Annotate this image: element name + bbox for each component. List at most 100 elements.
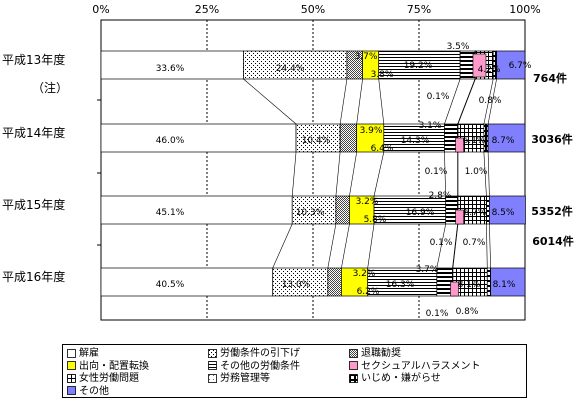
data-label: 0.8% [479, 96, 502, 106]
legend-swatch [67, 386, 76, 395]
series-connector [457, 78, 476, 125]
bar-segment [367, 267, 438, 297]
legend-swatch [67, 361, 76, 370]
data-label: 14.3% [401, 136, 430, 146]
series-connector [327, 223, 337, 269]
legend-swatch [208, 348, 217, 358]
legend-item: 出向・配置転換 [67, 361, 149, 373]
data-label: 8.5% [492, 208, 515, 218]
data-label: 6.4% [371, 144, 394, 154]
data-label: 2.8% [429, 191, 452, 201]
data-label: 0.1% [430, 238, 453, 248]
data-label: 6.7% [509, 61, 532, 71]
bar-segment [487, 123, 526, 153]
series-connector [487, 151, 490, 197]
series-connector [486, 223, 488, 269]
bar-segment [486, 195, 490, 225]
data-label: 8.7% [492, 136, 515, 146]
series-connector [291, 151, 297, 197]
chart-legend: 解雇 労働条件の引下げ 退職勧奨 出向・配置転換 その他の労働条件 セクシュアルハラスメン… [62, 344, 527, 398]
data-label: 0.1% [425, 167, 448, 177]
data-label: 0.7% [463, 238, 486, 248]
bar-segment [100, 195, 293, 225]
legend-swatch [208, 361, 217, 370]
legend-swatch [208, 373, 217, 383]
legend-swatch [349, 361, 358, 370]
x-tick-label: 25% [195, 3, 219, 16]
data-label: 45.1% [156, 208, 185, 218]
data-label: 16.3% [386, 280, 415, 290]
data-label: 3.7% [416, 265, 439, 275]
data-label: 3.7% [355, 52, 378, 62]
data-label: 3.2% [353, 269, 376, 279]
legend-label: セクシュアルハラスメント [361, 360, 481, 372]
data-label: 1.0% [465, 167, 488, 177]
bar-segment [100, 267, 274, 297]
bar-segment [356, 123, 385, 153]
legend-swatch [67, 348, 76, 358]
count-label: 5352件 [531, 204, 573, 218]
legend-item: セクシュアルハラスメント [349, 361, 481, 373]
series-connector [457, 78, 476, 125]
legend-label: 労務管理等 [220, 373, 270, 384]
category-sublabel: （注） [32, 80, 68, 95]
data-label: 0.8% [456, 307, 479, 317]
bar-segment [335, 195, 350, 225]
data-label: 6.1% [463, 136, 486, 146]
bar-segment [373, 195, 447, 225]
data-label: 4.2% [478, 65, 501, 75]
data-label: 46.0% [156, 136, 185, 146]
series-connector [452, 223, 458, 269]
data-label: 3.2% [356, 197, 379, 207]
bar-segment [327, 267, 342, 297]
bar-segment [496, 50, 526, 80]
bar-segment [272, 267, 329, 297]
data-label: 33.6% [156, 64, 185, 74]
bar-segment [339, 123, 358, 153]
bar-segment [100, 50, 244, 80]
x-tick-label: 50% [301, 3, 325, 16]
data-label: 8.1% [493, 280, 516, 290]
count-label: 6014件 [532, 234, 574, 248]
category-label: 平成15年度 [2, 197, 65, 212]
data-label: 3.5% [447, 42, 470, 52]
series-connector [487, 78, 497, 125]
data-label: 8.1% [458, 280, 481, 290]
count-label: 764件 [533, 71, 567, 85]
legend-label: 出向・配置転換 [79, 360, 149, 372]
legend-item: 解雇 [67, 348, 99, 360]
series-connector [444, 78, 461, 125]
x-tick-label: 75% [407, 3, 431, 16]
data-label: 24.4% [276, 64, 305, 74]
data-label: 10.4% [302, 136, 331, 146]
data-label: 3.1% [419, 121, 442, 131]
series-connector [356, 78, 363, 125]
legend-label: いじめ・嫌がらせ [361, 373, 441, 384]
stacked-bar-chart: 0% 25% 50% 75% 100% 33.6% 24.4% 3.7% 3.8% 19.2% 3.… [2, 3, 574, 321]
series-connector [339, 78, 348, 125]
data-label: 10.3% [296, 208, 325, 218]
legend-item: 労務管理等 [208, 373, 270, 385]
bar-segment [100, 123, 297, 153]
series-connector [483, 151, 487, 197]
series-connector [378, 78, 385, 125]
data-label: 0.1% [427, 92, 450, 102]
x-tick-label: 100% [509, 3, 540, 16]
data-label: 6.7% [464, 208, 487, 218]
bar-segment [489, 195, 526, 225]
data-label: 19.2% [404, 61, 433, 71]
data-label: 13.0% [282, 280, 311, 290]
data-label: 40.5% [156, 280, 185, 290]
series-connector [489, 223, 491, 269]
legend-label: その他の労働条件 [220, 360, 300, 372]
data-label: 16.9% [406, 208, 435, 218]
legend-label: その他 [79, 385, 109, 397]
legend-swatch [349, 373, 358, 383]
series-connector [436, 223, 447, 269]
bar-segment [472, 53, 487, 78]
legend-item: 労働条件の引下げ [208, 348, 300, 360]
series-connector [272, 223, 293, 269]
bar-segment [490, 267, 526, 297]
legend-item: いじめ・嫌がらせ [349, 373, 441, 385]
x-tick-label: 0% [92, 3, 109, 16]
